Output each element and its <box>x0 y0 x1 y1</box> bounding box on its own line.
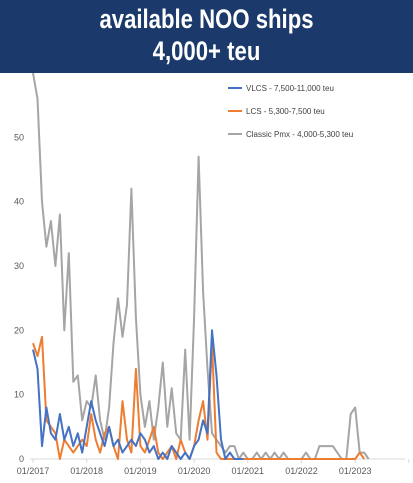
x-tick-label: 01/2022 <box>285 466 318 476</box>
y-tick-label: 0 <box>19 454 24 464</box>
title-line-2: 4,000+ teu <box>152 36 261 66</box>
x-tick-label: 01/2019 <box>124 466 157 476</box>
y-tick-label: 50 <box>14 132 24 142</box>
x-tick-label: 01/2023 <box>339 466 372 476</box>
x-tick-label: 01/2020 <box>178 466 211 476</box>
x-tick-label: 01/2021 <box>232 466 265 476</box>
y-tick-label: 40 <box>14 197 24 207</box>
y-tick-label: 30 <box>14 261 24 271</box>
legend-label: VLCS - 7,500-11,000 teu <box>246 84 334 93</box>
title-line-1: available NOO ships <box>99 4 314 34</box>
x-tick-label: 01/2017 <box>17 466 50 476</box>
y-tick-label: 10 <box>14 390 24 400</box>
legend-label: LCS - 5,300-7,500 teu <box>246 107 325 116</box>
title-banner: available NOO ships 4,000+ teu <box>0 0 413 73</box>
series-line <box>32 335 366 460</box>
series-line <box>32 329 244 460</box>
y-tick-label: 20 <box>14 325 24 335</box>
legend-label: Classic Pmx - 4,000-5,300 teu <box>246 130 353 139</box>
x-tick-label: 01/2018 <box>70 466 103 476</box>
